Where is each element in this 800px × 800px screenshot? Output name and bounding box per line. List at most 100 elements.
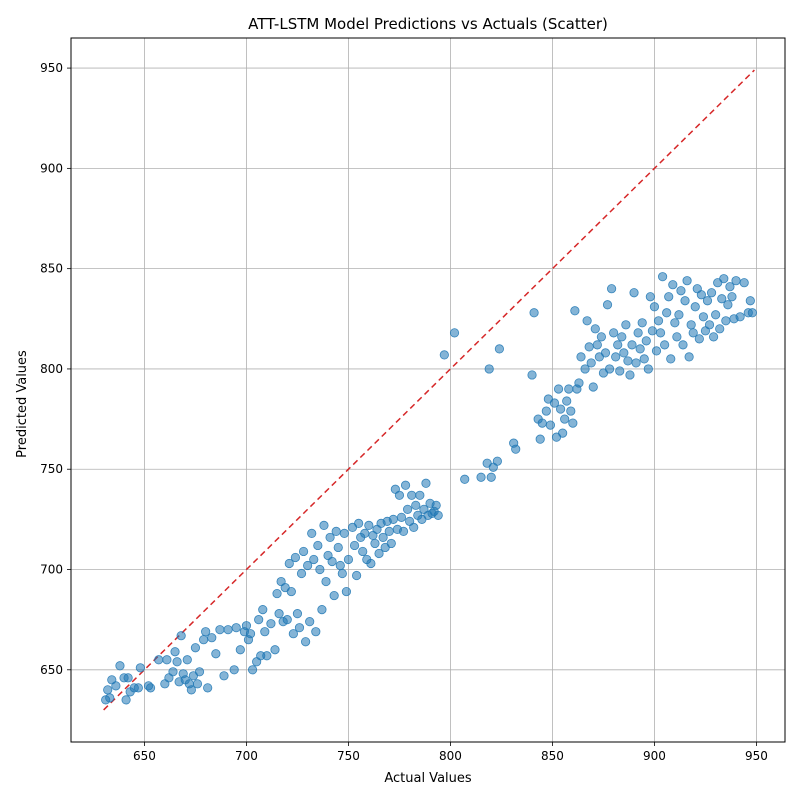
data-point: [590, 324, 600, 334]
x-tick-label: 700: [235, 749, 258, 763]
data-point: [662, 308, 672, 318]
data-point: [747, 308, 757, 318]
data-point: [629, 288, 639, 298]
data-point: [284, 558, 294, 569]
data-point: [223, 625, 233, 635]
plot-frame: [70, 37, 786, 743]
data-point: [560, 414, 570, 424]
data-point: [349, 540, 360, 551]
y-tick-label: 950: [40, 61, 63, 75]
data-point: [660, 340, 670, 350]
data-point: [460, 474, 470, 484]
data-point: [574, 378, 584, 388]
data-point: [704, 320, 715, 330]
y-tick-label: 750: [40, 462, 63, 476]
data-point: [670, 318, 680, 328]
data-point: [388, 514, 398, 524]
data-point: [366, 558, 376, 569]
data-point: [484, 364, 494, 374]
data-point: [672, 332, 682, 342]
data-point: [641, 336, 651, 346]
data-point: [639, 354, 649, 364]
data-point: [708, 332, 719, 342]
data-point: [203, 683, 213, 693]
data-point: [570, 306, 580, 316]
data-point: [266, 619, 276, 629]
data-point: [735, 312, 745, 322]
data-point: [254, 615, 264, 625]
data-point: [290, 552, 300, 563]
data-point: [176, 631, 186, 641]
data-point: [545, 420, 556, 430]
data-point: [331, 526, 341, 537]
y-tick-label: 800: [40, 362, 63, 376]
data-point: [604, 364, 615, 374]
data-point: [172, 657, 182, 667]
data-point: [111, 681, 121, 691]
x-tick-label: 900: [643, 749, 666, 763]
data-point: [358, 546, 368, 557]
identity-reference-line: [103, 69, 755, 711]
data-point: [698, 312, 709, 322]
data-point: [745, 296, 755, 306]
data-point: [615, 366, 625, 376]
data-point: [537, 418, 547, 428]
data-point: [311, 627, 321, 637]
data-point: [421, 478, 431, 488]
data-point: [168, 667, 178, 677]
data-point: [105, 693, 115, 703]
data-point: [706, 288, 717, 298]
data-point: [621, 320, 631, 330]
data-point: [351, 570, 362, 581]
data-point: [582, 316, 592, 326]
data-point: [186, 685, 196, 695]
x-axis-label: Actual Values: [384, 771, 472, 786]
data-point: [294, 623, 305, 633]
data-point: [555, 404, 566, 414]
data-point: [231, 623, 241, 633]
data-point: [386, 538, 396, 549]
data-point: [409, 522, 419, 532]
data-point: [339, 528, 349, 539]
data-point: [723, 300, 733, 310]
data-point: [549, 398, 560, 408]
data-point: [625, 370, 635, 380]
data-point: [690, 302, 700, 312]
data-point: [592, 340, 602, 350]
data-point: [684, 352, 694, 362]
data-point: [657, 272, 668, 282]
data-point: [307, 528, 317, 539]
data-point: [192, 679, 203, 689]
data-point: [241, 621, 252, 631]
data-point: [623, 356, 633, 366]
data-point: [680, 296, 690, 306]
data-point: [715, 324, 725, 334]
data-point: [653, 316, 664, 326]
data-point: [645, 292, 655, 302]
chart-title: ATT-LSTM Model Predictions vs Actuals (S…: [248, 15, 608, 33]
data-point: [211, 649, 221, 659]
data-point: [627, 340, 637, 350]
x-tick-label: 750: [337, 749, 360, 763]
data-point: [333, 542, 343, 553]
data-point: [476, 472, 486, 482]
data-point: [260, 627, 270, 637]
data-point: [341, 586, 351, 597]
data-point: [145, 683, 156, 693]
data-point: [649, 302, 660, 312]
data-point: [635, 344, 645, 354]
data-point: [666, 354, 676, 364]
x-tick-label: 950: [745, 749, 768, 763]
data-point: [296, 568, 307, 579]
data-point: [319, 520, 329, 530]
data-point: [492, 456, 502, 466]
data-point: [396, 512, 407, 522]
data-point: [647, 326, 658, 336]
data-point: [584, 342, 594, 352]
data-point: [664, 292, 674, 302]
data-point: [288, 629, 298, 639]
data-point: [315, 564, 325, 575]
x-axis-ticks: 650 700 750 800 850 900 950: [133, 742, 768, 763]
data-point: [527, 370, 537, 380]
